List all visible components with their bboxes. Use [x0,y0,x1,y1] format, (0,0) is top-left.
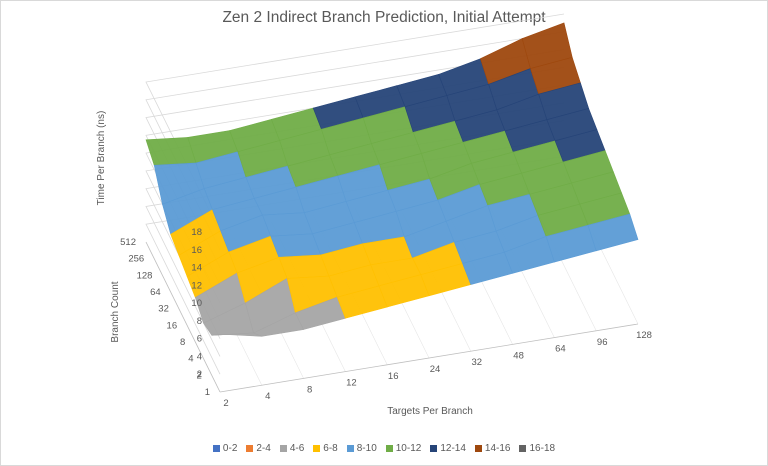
legend-swatch [385,445,393,452]
legend-item: 0-2 [212,443,238,454]
surface-cell [262,212,313,237]
x-tick-label: 48 [513,350,524,361]
legend-swatch [474,445,482,452]
legend-label: 6-8 [323,443,338,454]
z-tick-label: 10 [191,298,202,309]
surface-cell [145,137,197,166]
x-tick-label: 2 [223,398,228,409]
axis-ticks: 2468101214161824812162432486496128124816… [120,227,652,409]
x-tick-label: 24 [430,364,441,375]
y-tick-label: 512 [120,237,136,248]
legend-label: 16-18 [529,443,556,454]
y-tick-label: 2 [196,370,201,381]
y-tick-label: 256 [128,254,144,265]
z-tick-label: 12 [191,280,202,291]
z-tick-label: 18 [191,227,202,238]
z-tick-label: 16 [191,245,202,256]
legend-item: 16-18 [519,443,555,454]
legend: 0-2 2-4 4-6 6-8 8-10 10-12 12-14 14-16 16-18 [0,443,768,454]
z-axis-label: Time Per Branch (ns) [96,111,107,206]
legend-item: 10-12 [385,443,422,454]
y-tick-label: 16 [167,320,178,331]
legend-label: 12-14 [440,443,466,454]
legend-swatch [346,445,354,452]
legend-label: 2-4 [256,443,271,454]
z-tick-label: 14 [191,263,202,274]
y-tick-label: 32 [158,304,169,315]
y-tick-label: 1 [205,387,210,398]
legend-item: 12-14 [430,443,466,454]
axis-line [145,241,221,393]
y-tick-label: 64 [150,287,161,298]
legend-swatch [519,445,527,452]
z-tick-label: 2 [197,369,202,380]
legend-item: 2-4 [246,443,271,454]
x-tick-label: 96 [597,337,608,348]
legend-label: 0-2 [222,443,238,454]
x-tick-label: 16 [388,371,399,382]
legend-label: 8-10 [356,443,377,454]
x-tick-label: 12 [346,378,357,389]
x-axis-label: Targets Per Branch [387,406,473,417]
x-tick-label: 8 [307,384,312,395]
legend-label: 10-12 [395,443,422,454]
legend-label: 4-6 [289,443,305,454]
legend-item: 14-16 [474,443,511,454]
x-tick-label: 128 [636,330,652,341]
z-tick-label: 4 [197,351,202,362]
legend-label: 14-16 [484,443,511,454]
surface-cell [270,233,322,258]
axis-line [219,323,639,393]
x-tick-label: 4 [265,391,270,402]
surface-cell [278,254,330,279]
y-tick-label: 8 [180,337,185,348]
legend-item: 4-6 [279,443,305,454]
surface-plot: 2468101214161824812162432486496128124816… [96,13,652,417]
y-tick-label: 4 [188,354,193,365]
legend-item: 8-10 [346,443,377,454]
surface-cell [587,213,639,252]
legend-swatch [313,445,321,452]
legend-item: 6-8 [313,443,338,454]
z-tick-label: 6 [197,334,202,345]
legend-swatch [430,445,438,452]
legend-swatch [279,445,287,452]
y-axis-label: Branch Count [110,281,121,342]
legend-swatch [212,445,220,452]
chart-title: Zen 2 Indirect Branch Prediction, Initia… [222,9,546,26]
y-tick-label: 128 [137,270,153,281]
x-tick-label: 32 [472,357,483,368]
surface-mesh [145,22,639,337]
x-tick-label: 64 [555,344,566,355]
z-tick-label: 8 [197,316,202,327]
legend-swatch [246,445,254,452]
